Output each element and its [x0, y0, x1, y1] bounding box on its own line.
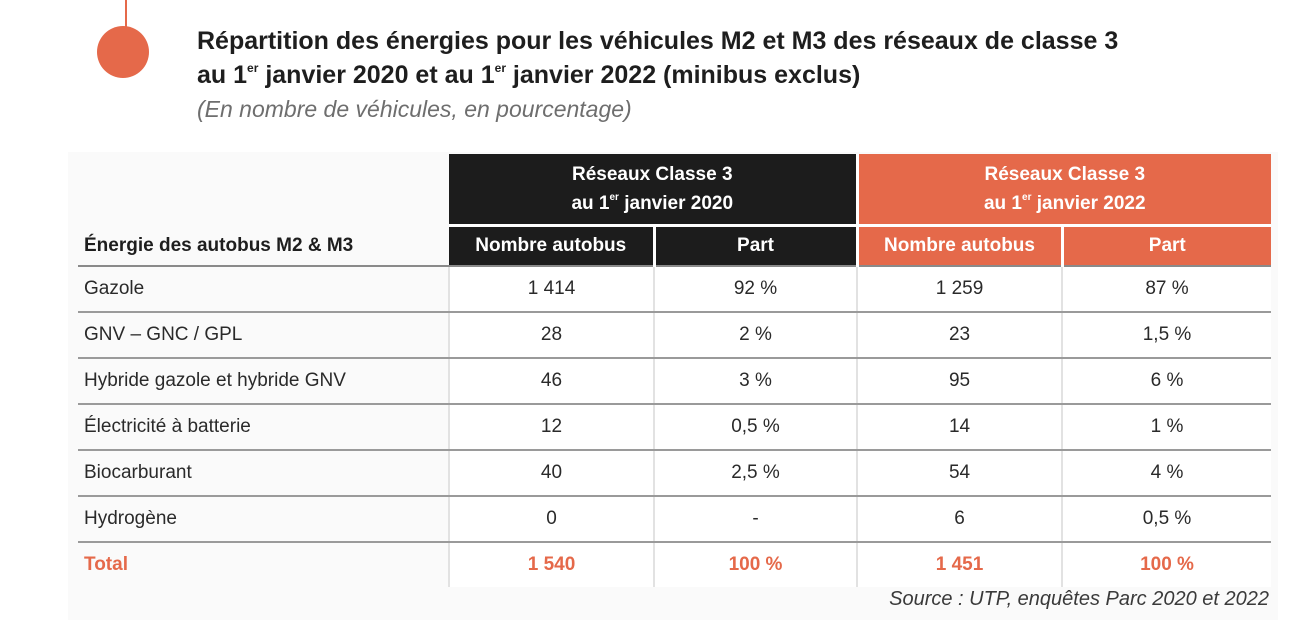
total-share-2022: 100 %	[1061, 542, 1272, 587]
count-2020: 12	[448, 404, 654, 451]
table-row: Gazole 1 414 92 % 1 259 87 %	[78, 265, 1272, 313]
table-row: Biocarburant 40 2,5 % 54 4 %	[78, 450, 1272, 497]
total-row: Total 1 540 100 % 1 451 100 %	[78, 542, 1272, 587]
table-row: GNV – GNC / GPL 28 2 % 23 1,5 %	[78, 312, 1272, 359]
count-2020: 40	[448, 450, 654, 497]
total-count-2022: 1 451	[856, 542, 1063, 587]
share-2020: 2 %	[652, 312, 858, 359]
source-note: Source : UTP, enquêtes Parc 2020 et 2022	[889, 588, 1269, 610]
total-label: Total	[84, 554, 128, 575]
energy-table: Réseaux Classe 3 au 1er janvier 2020 Rés…	[78, 154, 1272, 587]
share-2022: 6 %	[1061, 358, 1272, 405]
energy-label: Gazole	[78, 265, 449, 313]
share-2022: 0,5 %	[1061, 496, 1272, 543]
table-row: Hybride gazole et hybride GNV 46 3 % 95 …	[78, 358, 1272, 405]
title-line-2: au 1er janvier 2020 et au 1er janvier 20…	[197, 60, 861, 89]
share-2020: 0,5 %	[652, 404, 858, 451]
group-header-2020: Réseaux Classe 3 au 1er janvier 2020	[449, 154, 858, 226]
table-row: Électricité à batterie 12 0,5 % 14 1 %	[78, 404, 1272, 451]
energy-label: Hybride gazole et hybride GNV	[78, 358, 449, 405]
share-2020: 2,5 %	[652, 450, 858, 497]
energy-label: Hydrogène	[78, 496, 449, 543]
col-header-count-2022: Nombre autobus	[855, 224, 1063, 266]
count-2022: 23	[856, 312, 1063, 359]
share-2022: 87 %	[1061, 265, 1272, 313]
share-2020: 3 %	[652, 358, 858, 405]
col-header-count-2020: Nombre autobus	[449, 224, 654, 266]
decorative-circle	[97, 26, 149, 78]
col-header-share-2020: Part	[652, 224, 858, 266]
energy-label: Électricité à batterie	[78, 404, 449, 451]
count-2020: 46	[448, 358, 654, 405]
count-2020: 1 414	[448, 265, 654, 313]
row-header-energy: Énergie des autobus M2 & M3	[84, 235, 354, 256]
count-2022: 1 259	[856, 265, 1063, 313]
subtitle: (En nombre de véhicules, en pourcentage)	[197, 96, 632, 122]
empty-corner	[78, 154, 449, 226]
share-2020: 92 %	[652, 265, 858, 313]
total-share-2020: 100 %	[652, 542, 858, 587]
col-header-share-2022: Part	[1060, 224, 1272, 266]
decorative-line	[125, 0, 127, 28]
total-count-2020: 1 540	[448, 542, 654, 587]
count-2022: 6	[856, 496, 1063, 543]
page-title: Répartition des énergies pour les véhicu…	[197, 24, 1247, 92]
share-2022: 1 %	[1061, 404, 1272, 451]
count-2020: 28	[448, 312, 654, 359]
table-row: Hydrogène 0 - 6 0,5 %	[78, 496, 1272, 543]
share-2022: 1,5 %	[1061, 312, 1272, 359]
title-line-1: Répartition des énergies pour les véhicu…	[197, 27, 1119, 55]
energy-label: GNV – GNC / GPL	[78, 312, 449, 359]
count-2020: 0	[448, 496, 654, 543]
share-2022: 4 %	[1061, 450, 1272, 497]
share-2020: -	[652, 496, 858, 543]
count-2022: 95	[856, 358, 1063, 405]
group-header-2022: Réseaux Classe 3 au 1er janvier 2022	[855, 154, 1272, 226]
count-2022: 14	[856, 404, 1063, 451]
count-2022: 54	[856, 450, 1063, 497]
energy-label: Biocarburant	[78, 450, 449, 497]
